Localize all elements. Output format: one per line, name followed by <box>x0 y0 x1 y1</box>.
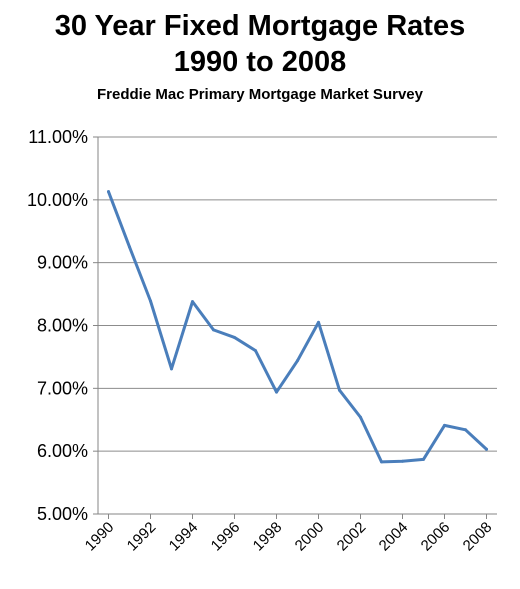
chart-title-line-1: 30 Year Fixed Mortgage Rates <box>54 10 466 42</box>
y-tick-label: 5.00% <box>37 504 88 524</box>
y-tick-label: 7.00% <box>37 378 88 398</box>
series-group <box>107 190 488 464</box>
data-point <box>107 190 110 194</box>
x-tick-label: 2008 <box>460 519 496 555</box>
x-tick-label: 1994 <box>166 519 202 555</box>
data-point <box>170 367 173 371</box>
chart-title-line-2: 1990 to 2008 <box>173 46 347 78</box>
data-point <box>401 459 404 463</box>
data-point <box>233 335 236 339</box>
data-point <box>275 390 278 394</box>
data-point <box>254 349 257 353</box>
series-line <box>107 190 488 464</box>
data-point <box>380 460 383 464</box>
data-point <box>338 388 341 392</box>
x-tick-label: 2002 <box>334 519 370 555</box>
chart-title-block: 30 Year Fixed Mortgage Rates 1990 to 200… <box>0 8 520 104</box>
data-point <box>317 320 320 324</box>
y-axis-ticks: 5.00% 6.00% 7.00% 8.00% 9.00% 10.00% 11.00% <box>27 127 98 524</box>
y-tick-label: 9.00% <box>37 253 88 273</box>
x-tick-label: 1992 <box>124 519 160 555</box>
data-point <box>296 359 299 363</box>
y-tick-label: 11.00% <box>28 127 88 147</box>
y-tick-label: 10.00% <box>27 190 88 210</box>
x-tick-label: 1996 <box>208 519 244 555</box>
data-point <box>359 415 362 419</box>
x-tick-label: 1990 <box>82 519 118 555</box>
x-tick-label: 2000 <box>292 519 328 555</box>
x-tick-label: 2004 <box>376 519 412 555</box>
y-tick-label: 6.00% <box>37 441 88 461</box>
y-tick-label: 8.00% <box>37 316 88 336</box>
data-point <box>422 457 425 461</box>
data-point <box>128 245 131 249</box>
x-axis-ticks: 1990 1992 1994 1996 1998 2000 2002 2004 2006 2008 <box>82 514 496 555</box>
x-tick-label: 1998 <box>250 519 286 555</box>
data-point <box>464 428 467 432</box>
x-tick-label: 2006 <box>418 519 454 555</box>
chart-subtitle: Freddie Mac Primary Mortgage Market Surv… <box>97 86 423 103</box>
data-point <box>212 328 215 332</box>
data-point <box>443 423 446 427</box>
data-point <box>485 447 488 451</box>
data-point <box>191 300 194 304</box>
data-point <box>149 299 152 303</box>
gridlines <box>98 136 497 452</box>
